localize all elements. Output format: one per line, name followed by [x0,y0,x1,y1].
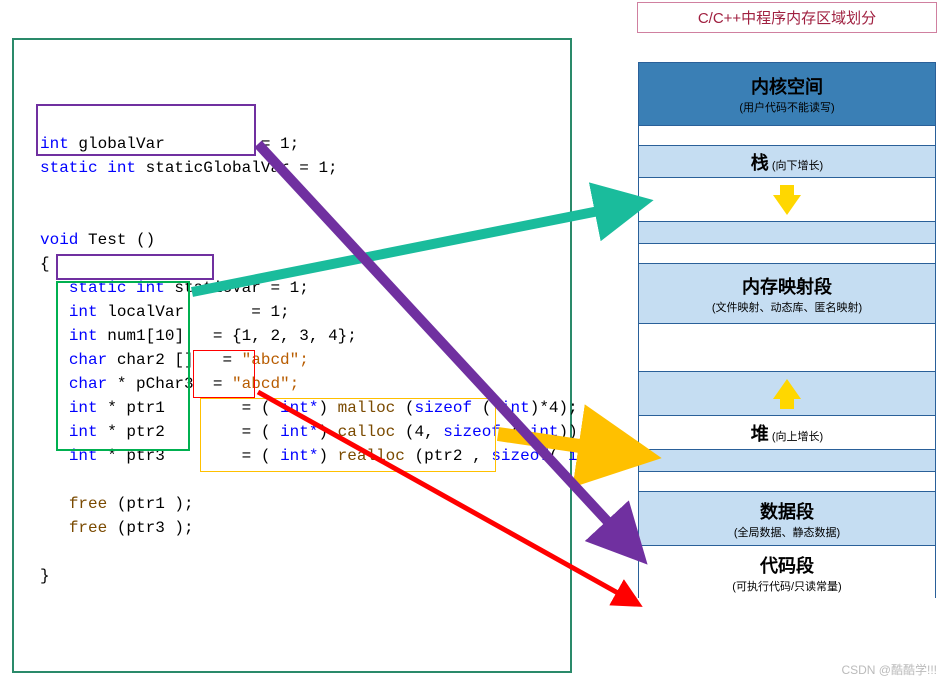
watermark-text: CSDN @酷酷学!!! [841,663,937,677]
t: ( [501,423,530,441]
memory-column: 内核空间(用户代码不能读写) 栈 (向下增长) 内存映射段(文件映射、动态库、匿名映… [638,62,936,598]
mem-row-0: 内核空间(用户代码不能读写) [639,63,935,125]
purple-box-globals [36,104,256,156]
eq: = 1; [270,279,308,297]
watermark: CSDN @酷酷学!!! [841,661,937,678]
diagram-title: C/C++中程序内存区域划分 [637,2,937,33]
t: ( [549,447,568,465]
orange-box-heap [200,398,496,472]
mem-row-9: 堆 (向上增长) [639,415,935,449]
kw: int [501,399,530,417]
mem-row-6: 内存映射段(文件映射、动态库、匿名映射) [639,263,935,323]
t: )*4); [530,399,578,417]
kw: sizeof [491,447,549,465]
kw-void: void [40,231,78,249]
mem-row-3 [639,177,935,221]
fn: free [69,519,107,537]
mem-row-11 [639,471,935,491]
fn: free [69,495,107,513]
mem-row-5 [639,243,935,263]
mem-row-12: 数据段(全局数据、静态数据) [639,491,935,545]
kw: int [568,447,597,465]
id: staticGlobalVar [136,159,299,177]
t: (ptr3 ); [107,519,193,537]
mem-row-7 [639,323,935,371]
title-text: C/C++中程序内存区域划分 [698,10,876,27]
green-box-locals [56,281,190,451]
t: )); [559,423,588,441]
mem-row-8 [639,371,935,415]
brace: { [40,255,50,273]
mem-row-10 [639,449,935,471]
brace: } [40,567,50,585]
eq: = {1, 2, 3, 4}; [213,327,357,345]
red-box-strings [193,350,255,398]
mem-row-4 [639,221,935,243]
mem-row-13: 代码段(可执行代码/只读常量) [639,545,935,599]
mem-row-1 [639,125,935,145]
eq: = 1; [261,135,299,153]
purple-box-staticvar [56,254,214,280]
eq: = 1; [299,159,337,177]
t: (ptr1 ); [107,495,193,513]
fn: Test () [78,231,155,249]
kw-static-int: static int [40,159,136,177]
kw: int [530,423,559,441]
eq: = 1; [251,303,289,321]
mem-row-2: 栈 (向下增长) [639,145,935,177]
